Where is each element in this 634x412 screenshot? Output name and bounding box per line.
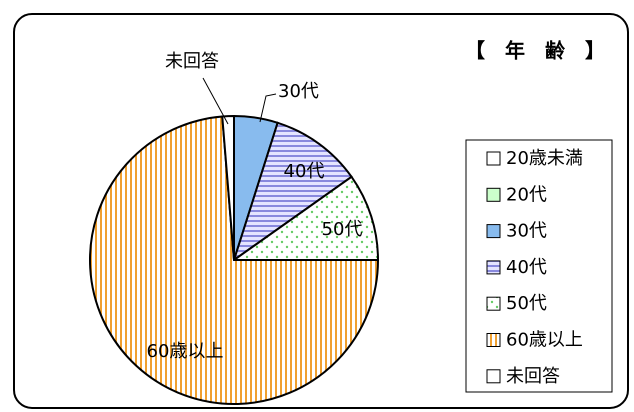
slice-label: 40代 — [284, 161, 325, 182]
leader-line — [202, 77, 229, 125]
pie-slice — [230, 175, 380, 261]
slice-label: 未回答 — [165, 51, 219, 72]
slice-label: 50代 — [322, 219, 363, 240]
pie-slice — [232, 121, 353, 263]
legend-swatch — [486, 151, 501, 166]
legend-swatch — [486, 260, 501, 275]
pie-slice — [89, 115, 380, 405]
legend-swatch — [486, 369, 501, 384]
legend-swatch — [486, 187, 501, 202]
legend-swatch — [486, 333, 501, 347]
legend-label: 30代 — [506, 221, 547, 242]
legend-label: 40代 — [506, 257, 547, 278]
legend-label: 未回答 — [506, 366, 560, 387]
slice-label: 30代 — [278, 81, 319, 102]
legend-label: 50代 — [506, 293, 547, 314]
legend-swatch — [486, 296, 501, 311]
slice-label: 60歳以上 — [147, 341, 224, 362]
chart-title: 【 年 齢 】 — [465, 39, 605, 63]
legend-label: 60歳以上 — [506, 330, 583, 351]
leader-line — [259, 93, 277, 123]
legend-label: 20代 — [506, 184, 547, 205]
legend-label: 20歳未満 — [506, 148, 583, 169]
legend-swatch — [486, 224, 501, 239]
pie-slice — [221, 114, 235, 261]
